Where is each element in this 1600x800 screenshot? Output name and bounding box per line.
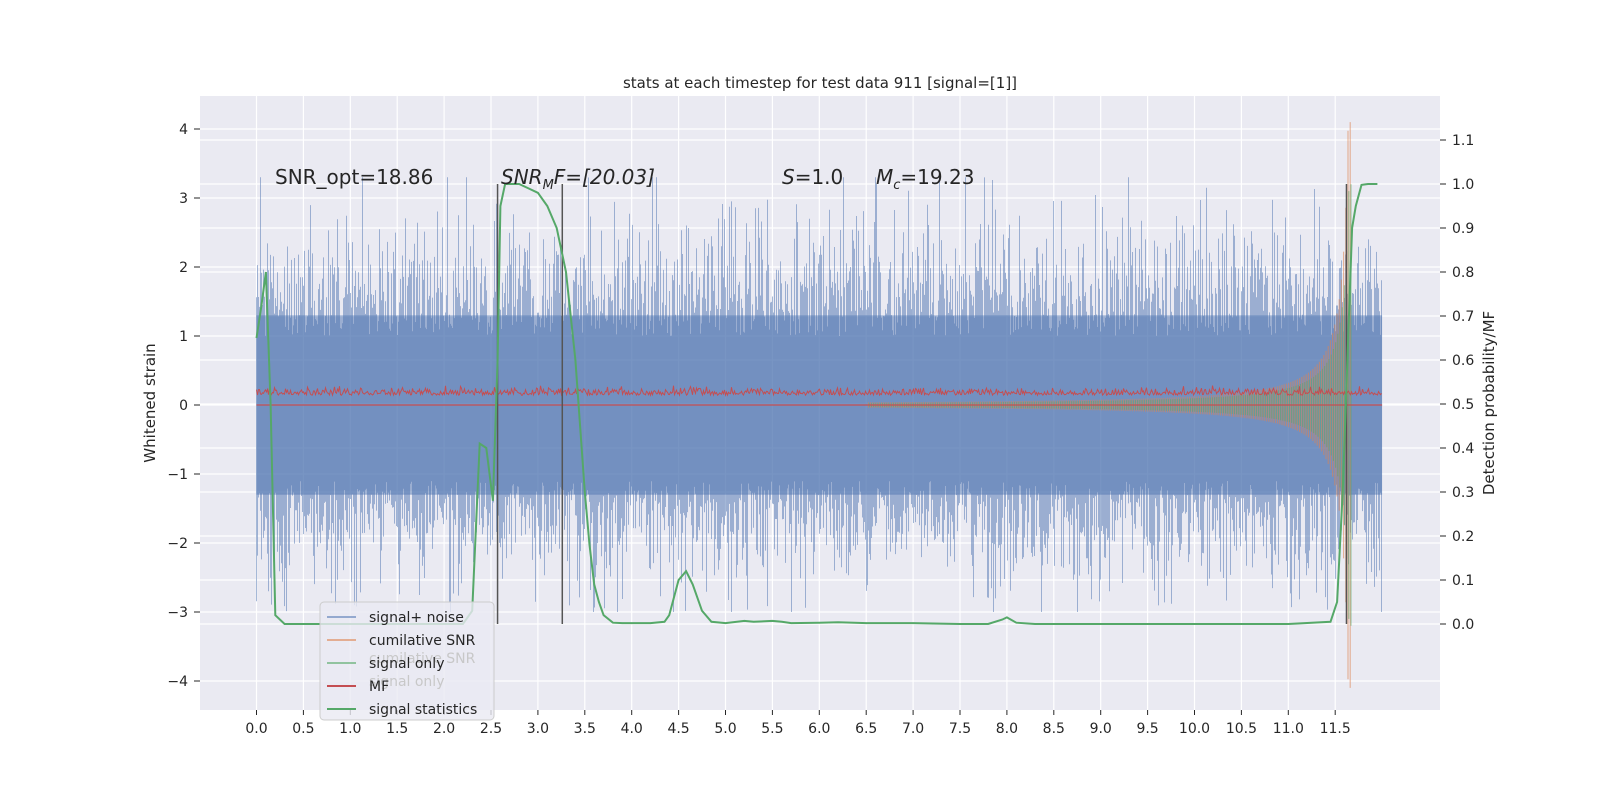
legend-label-signal: signal only <box>369 656 444 672</box>
snr-mf-value: F=[20.03] <box>554 165 655 189</box>
x-tick-label: 0.0 <box>245 721 267 737</box>
y-tick-label: −3 <box>167 605 188 621</box>
y2-tick-label: 0.7 <box>1452 309 1474 325</box>
y2-tick-label: 0.8 <box>1452 265 1474 281</box>
x-tick-label: 7.0 <box>902 721 924 737</box>
x-axis: 0.0 0.5 1.0 1.5 2.0 2.5 3.0 3.5 4.0 4.5 5.0 5.5 6.0 6… <box>245 710 1351 737</box>
mc-value: =19.23 <box>900 165 974 189</box>
y2-tick-label: 0.9 <box>1452 221 1474 237</box>
y2-tick-label: 0.4 <box>1452 441 1474 457</box>
x-tick-label: 11.0 <box>1273 721 1304 737</box>
x-tick-label: 8.5 <box>1043 721 1065 737</box>
x-tick-label: 2.5 <box>480 721 502 737</box>
annotation-snr-mf: SNRMF=[20.03] <box>501 165 655 193</box>
y-axis-left: 4 3 2 1 0 −1 −2 −3 −4 <box>167 122 200 690</box>
x-tick-label: 3.0 <box>527 721 549 737</box>
x-tick-label: 6.0 <box>808 721 830 737</box>
y-tick-label: 0 <box>179 398 188 414</box>
annotation-snr-opt: SNR_opt=18.86 <box>275 165 433 189</box>
y-tick-label: −4 <box>167 674 188 690</box>
y2-tick-label: 0.3 <box>1452 485 1474 501</box>
mf-trace <box>256 384 1382 398</box>
snr-mf-symbol: SNR <box>501 165 543 189</box>
x-tick-label: 6.5 <box>855 721 877 737</box>
legend-box <box>319 601 495 721</box>
legend-label-noise: signal+ noise <box>369 610 464 626</box>
y2-tick-label: 0.2 <box>1452 529 1474 545</box>
s-symbol: S <box>782 165 795 189</box>
x-tick-label: 4.0 <box>621 721 643 737</box>
y2-tick-label: 0.6 <box>1452 353 1474 369</box>
signal-statistics-series <box>255 183 1378 625</box>
y2-tick-label: 0.1 <box>1452 573 1474 589</box>
x-tick-label: 7.5 <box>949 721 971 737</box>
y2-tick-label: 0.5 <box>1452 397 1474 413</box>
y-tick-label: 4 <box>179 122 188 138</box>
y2-tick-label: 1.0 <box>1452 177 1474 193</box>
x-tick-label: 5.0 <box>714 721 736 737</box>
y-axis-right: 1.1 1.0 0.9 0.8 0.7 0.6 0.5 0.4 0.3 0.2 0.1 0.0 <box>1440 133 1474 633</box>
x-tick-label: 10.0 <box>1179 721 1210 737</box>
legend-ghost-signal: signal only <box>369 674 444 690</box>
y2-tick-label: 1.1 <box>1452 133 1474 149</box>
mf-series <box>256 384 1382 398</box>
annotation-mc: Mc=19.23 <box>876 165 974 193</box>
y2-axis-label: Detection probability/MF <box>1480 311 1498 495</box>
plot-area <box>255 122 1383 688</box>
x-tick-label: 8.0 <box>996 721 1018 737</box>
legend-label-cumulative: cumilative SNR <box>369 633 476 649</box>
x-tick-label: 3.5 <box>574 721 596 737</box>
y2-tick-label: 0.0 <box>1452 617 1474 633</box>
x-tick-label: 9.5 <box>1136 721 1158 737</box>
chart-title: stats at each timestep for test data 911… <box>623 74 1017 92</box>
x-tick-label: 1.0 <box>339 721 361 737</box>
s-value: =1.0 <box>795 165 844 189</box>
legend-ghost-cumulative: cumilative SNR <box>369 651 476 667</box>
legend-label-mf: MF <box>369 679 389 695</box>
y-tick-label: 3 <box>179 191 188 207</box>
mc-symbol: M <box>876 165 893 189</box>
x-tick-label: 1.5 <box>386 721 408 737</box>
y-tick-label: 2 <box>179 260 188 276</box>
legend: cumilative SNR signal only signal+ noise… <box>319 601 495 721</box>
annotation-s: S=1.0 <box>782 165 843 189</box>
x-tick-label: 11.5 <box>1320 721 1351 737</box>
x-tick-label: 2.0 <box>433 721 455 737</box>
y-tick-label: 1 <box>179 329 188 345</box>
x-tick-label: 4.5 <box>667 721 689 737</box>
legend-label-statistics: signal statistics <box>369 702 477 718</box>
snr-mf-subscript: M <box>543 178 554 193</box>
y-axis-label: Whitened strain <box>141 343 159 462</box>
mc-subscript: c <box>893 178 900 193</box>
x-tick-label: 5.5 <box>761 721 783 737</box>
x-tick-label: 0.5 <box>292 721 314 737</box>
x-tick-label: 10.5 <box>1226 721 1257 737</box>
signal-statistics-trace <box>255 183 1378 625</box>
y-tick-label: −2 <box>167 536 188 552</box>
y-tick-label: −1 <box>167 467 188 483</box>
x-tick-label: 9.0 <box>1090 721 1112 737</box>
